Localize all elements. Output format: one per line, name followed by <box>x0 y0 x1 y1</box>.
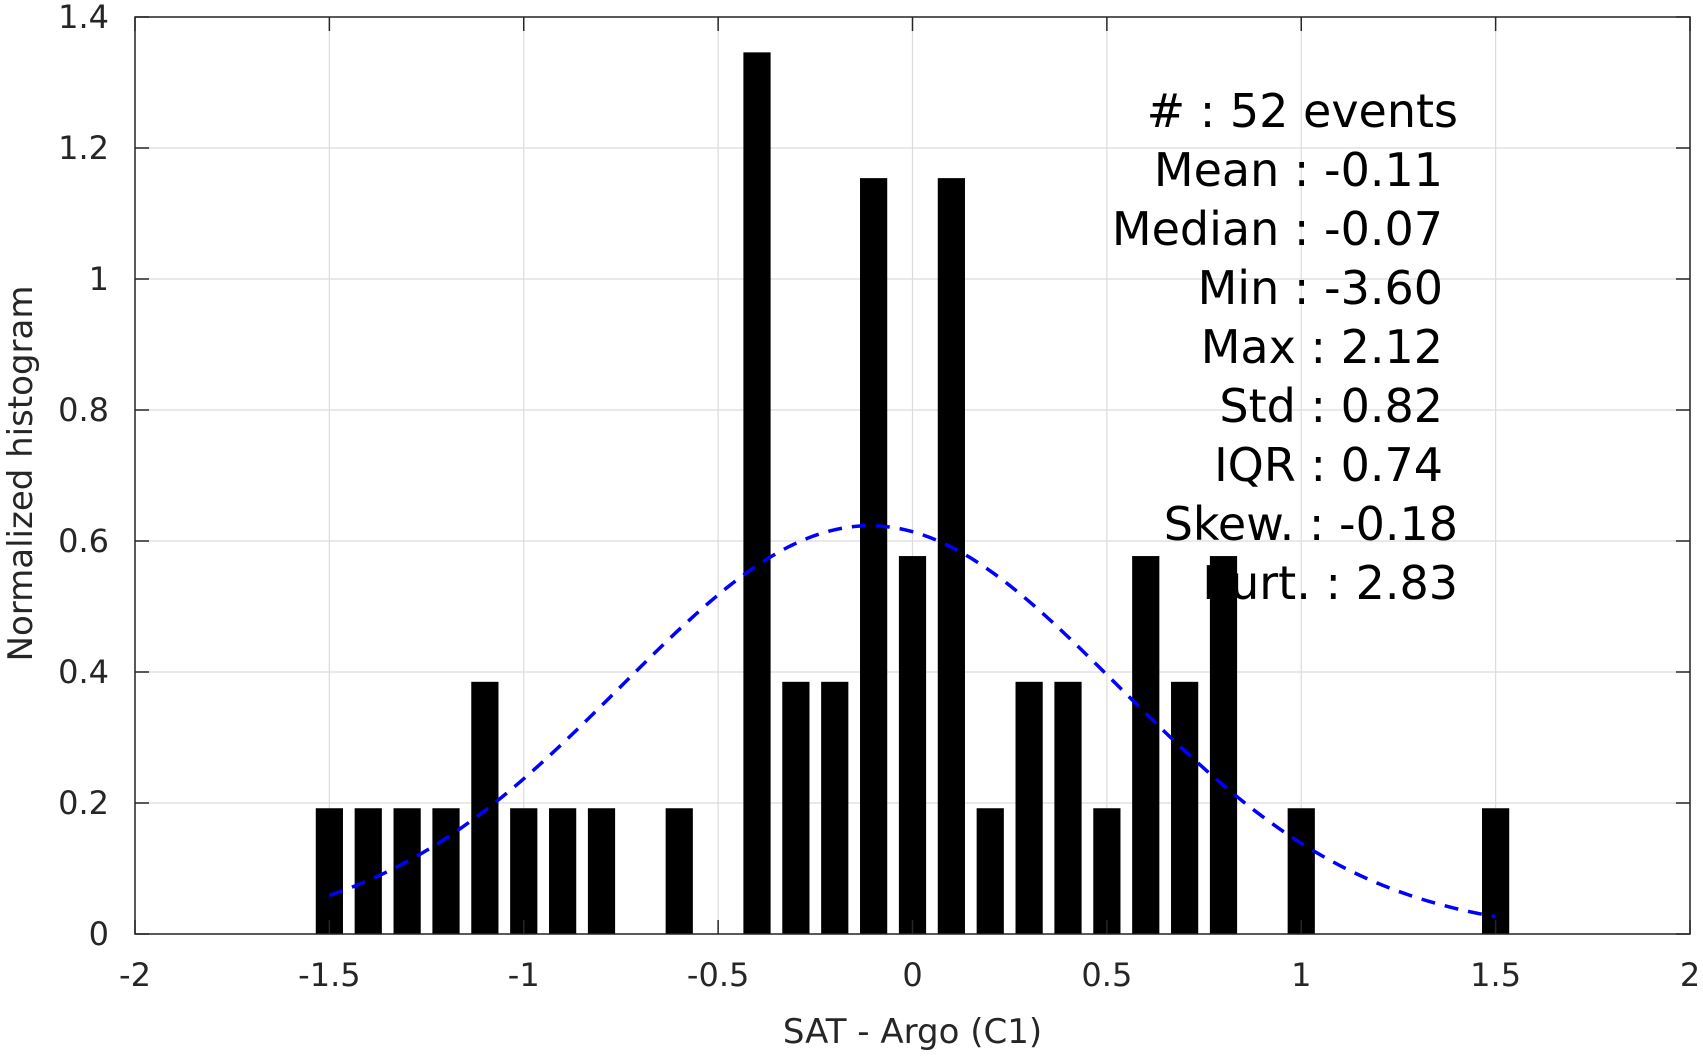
x-tick-label-4: 0 <box>902 956 922 994</box>
histogram-bar-14 <box>937 178 965 934</box>
histogram-bar-6 <box>549 808 577 934</box>
stat-line-4: Max : 2.12 <box>1201 320 1443 374</box>
x-tick-label-8: 2 <box>1680 956 1700 994</box>
histogram-bar-15 <box>976 808 1004 934</box>
histogram-bar-1 <box>354 808 382 934</box>
y-axis-label: Normalized histogram <box>1 286 41 662</box>
histogram-bars <box>315 52 1510 935</box>
y-tick-label-3: 0.6 <box>58 522 109 560</box>
histogram-bar-8 <box>665 808 693 934</box>
x-tick-label-7: 1.5 <box>1470 956 1521 994</box>
x-tick-label-2: -1 <box>508 956 540 994</box>
x-tick-label-0: -2 <box>119 956 151 994</box>
histogram-bar-12 <box>860 178 888 934</box>
stat-line-7: Skew. : -0.18 <box>1164 497 1458 551</box>
y-tick-label-7: 1.4 <box>58 0 109 36</box>
histogram-bar-9 <box>743 52 771 935</box>
histogram-bar-18 <box>1093 808 1121 934</box>
x-axis-label: SAT - Argo (C1) <box>783 1012 1042 1052</box>
histogram-bar-22 <box>1287 808 1315 934</box>
plot-frame <box>134 16 1691 935</box>
histogram-bar-4 <box>471 681 499 934</box>
histogram-bar-3 <box>432 808 460 934</box>
x-tick-label-1: -1.5 <box>298 956 360 994</box>
histogram-bar-2 <box>393 808 421 934</box>
stat-line-8: Kurt. : 2.83 <box>1202 556 1458 610</box>
y-tick-label-1: 0.2 <box>58 784 109 822</box>
y-tick-label-0: 0 <box>89 915 109 953</box>
x-tick-label-5: 0.5 <box>1081 956 1132 994</box>
histogram-bar-23 <box>1482 808 1510 934</box>
y-tick-labels: 0 0.2 0.4 0.6 0.8 1 1.2 1.4 <box>58 0 109 953</box>
histogram-bar-19 <box>1132 556 1160 934</box>
histogram-bar-0 <box>315 808 343 934</box>
histogram-bar-11 <box>821 681 849 934</box>
y-tick-label-6: 1.2 <box>58 129 109 167</box>
stat-line-5: Std : 0.82 <box>1219 379 1443 433</box>
fit-curve-layer <box>328 523 1496 919</box>
x-tick-label-3: -0.5 <box>687 956 749 994</box>
histogram-bar-20 <box>1171 681 1199 934</box>
stat-line-1: Mean : -0.11 <box>1154 143 1443 197</box>
histogram-bar-13 <box>898 556 927 934</box>
stat-line-6: IQR : 0.74 <box>1214 438 1443 492</box>
x-tick-labels: -2 -1.5 -1 -0.5 0 0.5 1 1.5 2 <box>119 956 1700 994</box>
histogram-bar-7 <box>587 808 616 934</box>
y-tick-label-5: 1 <box>89 260 109 298</box>
histogram-bar-17 <box>1054 681 1082 934</box>
normal-fit-curve <box>328 523 1496 919</box>
histogram-bar-16 <box>1015 681 1043 934</box>
y-tick-label-2: 0.4 <box>58 653 109 691</box>
stat-line-3: Min : -3.60 <box>1198 261 1443 315</box>
histogram-bar-21 <box>1209 556 1238 934</box>
x-tick-label-6: 1 <box>1291 956 1311 994</box>
y-tick-label-4: 0.8 <box>58 391 109 429</box>
histogram-bar-5 <box>510 808 538 934</box>
stat-line-2: Median : -0.07 <box>1112 202 1443 256</box>
stat-line-0: # : 52 events <box>1147 84 1458 138</box>
histogram-bar-10 <box>782 681 810 934</box>
